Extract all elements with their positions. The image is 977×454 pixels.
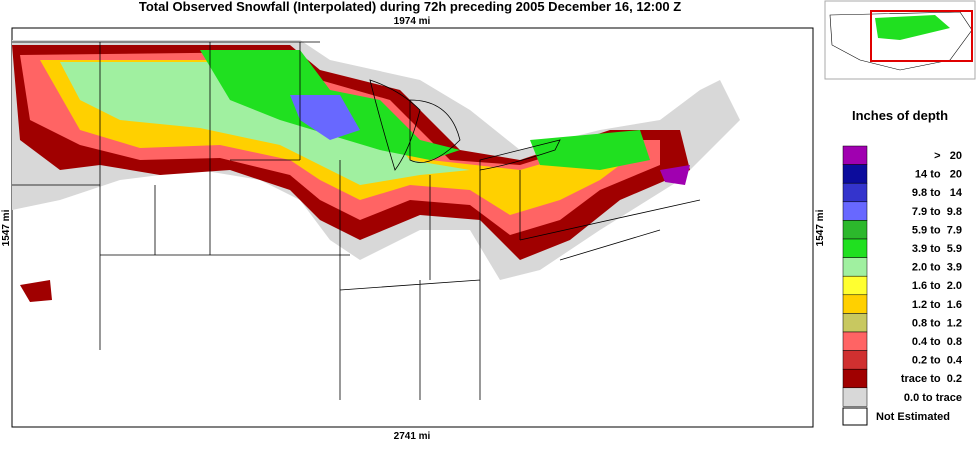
legend-label: 9.8 to 14 [912,187,963,199]
inset-highlight [870,10,973,62]
legend-swatch [842,238,868,258]
legend-swatch [842,201,868,221]
legend-swatch [842,145,868,165]
legend-swatch [842,182,868,203]
legend-label: 5.9 to 7.9 [912,224,962,236]
legend-label: 2.0 to 3.9 [912,262,962,274]
legend-label: 7.9 to 9.8 [912,206,962,218]
inset-map [824,0,976,80]
legend-swatch [842,368,868,389]
legend-swatch [842,331,868,351]
legend-label: 1.6 to 2.0 [912,280,962,292]
legend-label: 1.2 to 1.6 [912,299,962,311]
legend-label: 0.4 to 0.8 [912,336,962,348]
bottom-scale: 2741 mi [394,431,431,442]
legend-title: Inches of depth [852,108,948,123]
title: Total Observed Snowfall (Interpolated) d… [139,0,681,14]
legend-swatch [842,313,868,333]
legend-label: trace to 0.2 [901,373,962,385]
legend-swatch [842,164,868,184]
snow-purple [660,165,690,185]
state-lines [12,41,701,400]
legend-swatch [842,387,868,407]
legend: > 20 14 to 20 9.8 to 14 7.9 to 9.8 5.9 to 7.… [842,145,963,407]
legend-label: 3.9 to 5.9 [912,243,962,255]
main-map [11,27,814,428]
legend-swatch [842,350,868,370]
legend-swatch [842,220,868,240]
legend-swatch [842,257,868,277]
legend-swatch [842,294,868,314]
left-scale: 1547 mi [1,209,12,246]
legend-swatch [842,275,868,296]
not-estimated-label: Not Estimated [876,411,950,423]
inset-outline [829,11,973,71]
top-scale: 1974 mi [394,16,431,27]
legend-label: 0.0 to trace [904,392,962,404]
legend-label: 0.2 to 0.4 [912,355,963,367]
legend-label: > 20 [934,150,962,162]
snow-blue [290,95,360,140]
right-scale: 1547 mi [815,209,826,246]
lakes [369,79,561,171]
legend-label: 14 to 20 [915,169,962,181]
not-estimated-swatch [842,407,868,426]
legend-label: 0.8 to 1.2 [912,317,962,329]
snow-light-green [60,62,470,185]
snow-west [20,280,52,302]
inset-snow [875,15,950,40]
